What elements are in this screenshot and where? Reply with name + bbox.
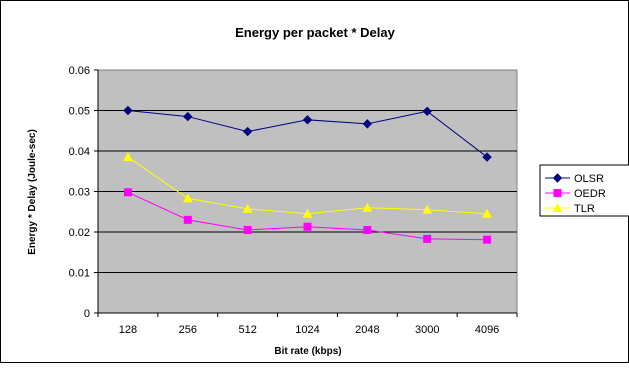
data-point-olsr (422, 106, 432, 117)
legend-label-oedr: OEDR (574, 188, 606, 200)
x-tick-label: 3000 (415, 324, 439, 336)
chart-title: Energy per packet * Delay (235, 25, 395, 40)
data-point-tlr (242, 203, 253, 213)
series-layer (123, 105, 492, 244)
y-tick-labels: 0 0.01 0.02 0.03 0.04 0.05 0.06 (69, 65, 98, 320)
legend-marker-tlr (552, 202, 563, 212)
legend-item-olsr: OLSR (545, 173, 604, 185)
y-tick-label: 0.02 (69, 227, 90, 239)
legend-marker-oedr (553, 189, 562, 197)
y-axis-label: Energy * Delay (Joule-sec) (27, 129, 38, 255)
y-tick-label: 0.05 (69, 106, 90, 118)
x-tick-label: 4096 (475, 324, 499, 336)
x-tick-label: 1024 (295, 324, 319, 336)
data-point-olsr (362, 119, 373, 129)
y-tick-label: 0.04 (69, 146, 90, 158)
data-point-olsr (183, 111, 193, 122)
data-point-tlr (482, 208, 492, 218)
series-oedr (123, 188, 492, 244)
legend: OLSR OEDR TLR (539, 164, 629, 217)
data-point-olsr (242, 126, 253, 137)
data-point-olsr (123, 105, 133, 116)
legend-marker-olsr (552, 173, 563, 183)
data-point-tlr (362, 202, 373, 212)
x-tick-label: 2048 (355, 324, 379, 336)
data-point-tlr (302, 208, 313, 218)
data-point-oedr (363, 225, 372, 234)
data-point-oedr (183, 215, 192, 224)
data-point-oedr (123, 188, 132, 197)
data-point-oedr (243, 225, 252, 234)
data-point-olsr (482, 152, 492, 162)
data-point-oedr (423, 234, 432, 243)
data-point-tlr (422, 204, 433, 214)
data-point-olsr (302, 115, 313, 125)
series-olsr (123, 105, 492, 162)
y-tick-label: 0.03 (69, 187, 90, 199)
x-axis-label: Bit rate (kbps) (274, 346, 341, 357)
legend-item-oedr: OEDR (545, 188, 606, 200)
data-point-tlr (123, 152, 133, 162)
y-tick-label: 0.01 (69, 268, 90, 280)
legend-label-olsr: OLSR (574, 173, 604, 185)
x-tick-label: 256 (179, 324, 197, 336)
legend-label-tlr: TLR (574, 203, 595, 215)
grid-lines (98, 110, 517, 273)
y-tick-label: 0 (84, 308, 90, 320)
y-tick-label: 0.06 (69, 65, 90, 77)
legend-item-tlr: TLR (545, 202, 595, 215)
x-tick-label: 512 (238, 324, 256, 336)
series-tlr (123, 152, 492, 218)
legend-entries: OLSR OEDR TLR (545, 173, 606, 215)
x-tick-label: 128 (119, 324, 137, 336)
data-point-tlr (182, 193, 193, 203)
data-point-oedr (303, 222, 312, 231)
data-point-oedr (483, 235, 492, 244)
x-tick-labels: 128 256 512 1024 2048 3000 4096 (97, 70, 518, 336)
